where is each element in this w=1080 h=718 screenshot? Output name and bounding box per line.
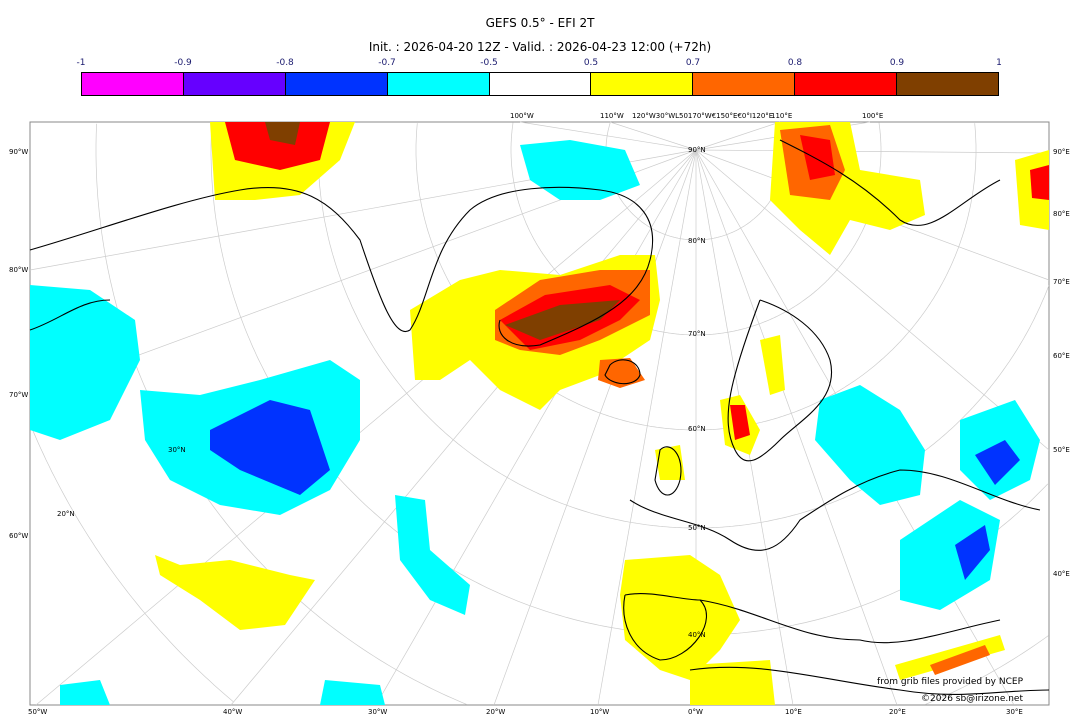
latitude-circle [510,122,882,336]
colorbar-swatch [387,73,490,95]
colorbar-tick-label: -0.7 [378,58,396,68]
lat-label-70n: 70°N [688,330,706,338]
top-label-pole-cluster: 120°W30°WL50170°W€150°E€0°I120°E [632,112,774,120]
strong-cold-anomaly-turkey [955,525,990,580]
top-label-100e: 100°E [862,112,884,120]
colorbar-tick-label: 0.5 [583,58,599,68]
cold-anomaly-south [60,680,110,705]
warm-anomaly-east-med-orange [930,645,990,675]
colorbar-tick-label: 1 [996,58,1002,68]
cold-anomaly-atlantic-west [30,285,140,440]
warm-anomaly-east-med [895,635,1005,680]
map-title: GEFS 0.5° - EFI 2T [485,16,595,30]
warm-anomaly-greenland-brown [505,300,620,340]
right-label-80e: 80°E [1053,210,1070,218]
warm-anomaly-iberia [620,555,740,680]
warm-anomaly-atlantic-south [155,555,315,630]
lat-label-90n: 90°N [688,146,706,154]
cold-anomaly-midatlantic [395,495,470,615]
colorbar-swatch [183,73,286,95]
cold-anomaly-arctic-canada [520,140,640,200]
copyright-credit: ©2026 sb@irizone.net [921,694,1023,704]
colorbar-tick-label: -1 [76,58,86,68]
right-label-40e: 40°E [1053,570,1070,578]
strong-cold-anomaly-caspian [975,440,1020,485]
latitude-circle [317,123,1050,529]
colorbar-tick-label: 0.7 [685,58,701,68]
colorbar-tick-label: -0.9 [174,58,192,68]
warm-anomaly-scandinavia-red [730,405,750,440]
warm-anomaly-north-africa [690,660,775,705]
colorbar-swatch [285,73,388,95]
bottom-label-20e: 20°E [889,708,906,716]
top-label-100w: 100°W [510,112,534,120]
colorbar-swatch [82,73,184,95]
colorbar-tick-label: 0.9 [889,58,905,68]
data-source-credit: from grib files provided by NCEP [877,677,1023,687]
colorbar [81,72,999,96]
bottom-label-0w: 0°W [688,708,703,716]
colorbar-swatch [489,73,592,95]
colorbar-tick-label: -0.5 [480,58,498,68]
left-label-80w: 80°W [9,266,29,274]
colorbar-swatch [795,73,898,95]
lat-label-30n: 30°N [168,446,186,454]
map-subtitle: Init. : 2026-04-20 12Z - Valid. : 2026-0… [368,40,712,54]
lat-label-50n: 50°N [688,524,706,532]
cold-anomaly-south2 [320,680,385,705]
cold-anomaly-turkey [900,500,1000,610]
bottom-label-20w: 20°W [486,708,506,716]
warm-anomaly-canada-red [225,122,330,170]
bottom-label-50w: 50°W [28,708,48,716]
warm-anomaly-siberia-red [800,135,835,180]
bottom-label-30e: 30°E [1006,708,1023,716]
latitude-circle [415,123,977,431]
colorbar-tick-label: -0.8 [276,58,294,68]
right-label-50e: 50°E [1053,446,1070,454]
left-label-90w: 90°W [9,148,29,156]
colorbar-swatch [591,73,694,95]
graticule [29,121,1050,706]
bottom-label-10w: 10°W [590,708,610,716]
right-label-70e: 70°E [1053,278,1070,286]
left-label-60w: 60°W [9,532,29,540]
lat-label-60n: 60°N [688,425,706,433]
colorbar-tick-label: 0.8 [787,58,803,68]
latitude-circle [30,425,234,702]
bottom-label-10e: 10°E [785,708,802,716]
coastlines [29,139,1050,695]
lat-label-40n: 40°N [688,631,706,639]
top-label-110w: 110°W [600,112,624,120]
strong-cold-anomaly-atlantic [210,400,330,495]
efi-fields [30,122,1049,705]
lat-label-80n: 80°N [688,237,706,245]
colorbar-swatch [693,73,796,95]
warm-anomaly-east-red [1030,165,1049,200]
colorbar-swatch [897,73,999,95]
lat-label-20n: 20°N [57,510,75,518]
right-label-60e: 60°E [1053,352,1070,360]
cold-anomaly-east-europe [815,385,925,505]
top-label-110e: 110°E [771,112,793,120]
bottom-label-40w: 40°W [223,708,243,716]
left-label-70w: 70°W [9,391,29,399]
warm-anomaly-canada-brown [265,122,300,145]
warm-anomaly-norway [760,335,785,395]
latitude-circle [210,124,1049,636]
right-label-90e: 90°E [1053,148,1070,156]
bottom-label-30w: 30°W [368,708,388,716]
